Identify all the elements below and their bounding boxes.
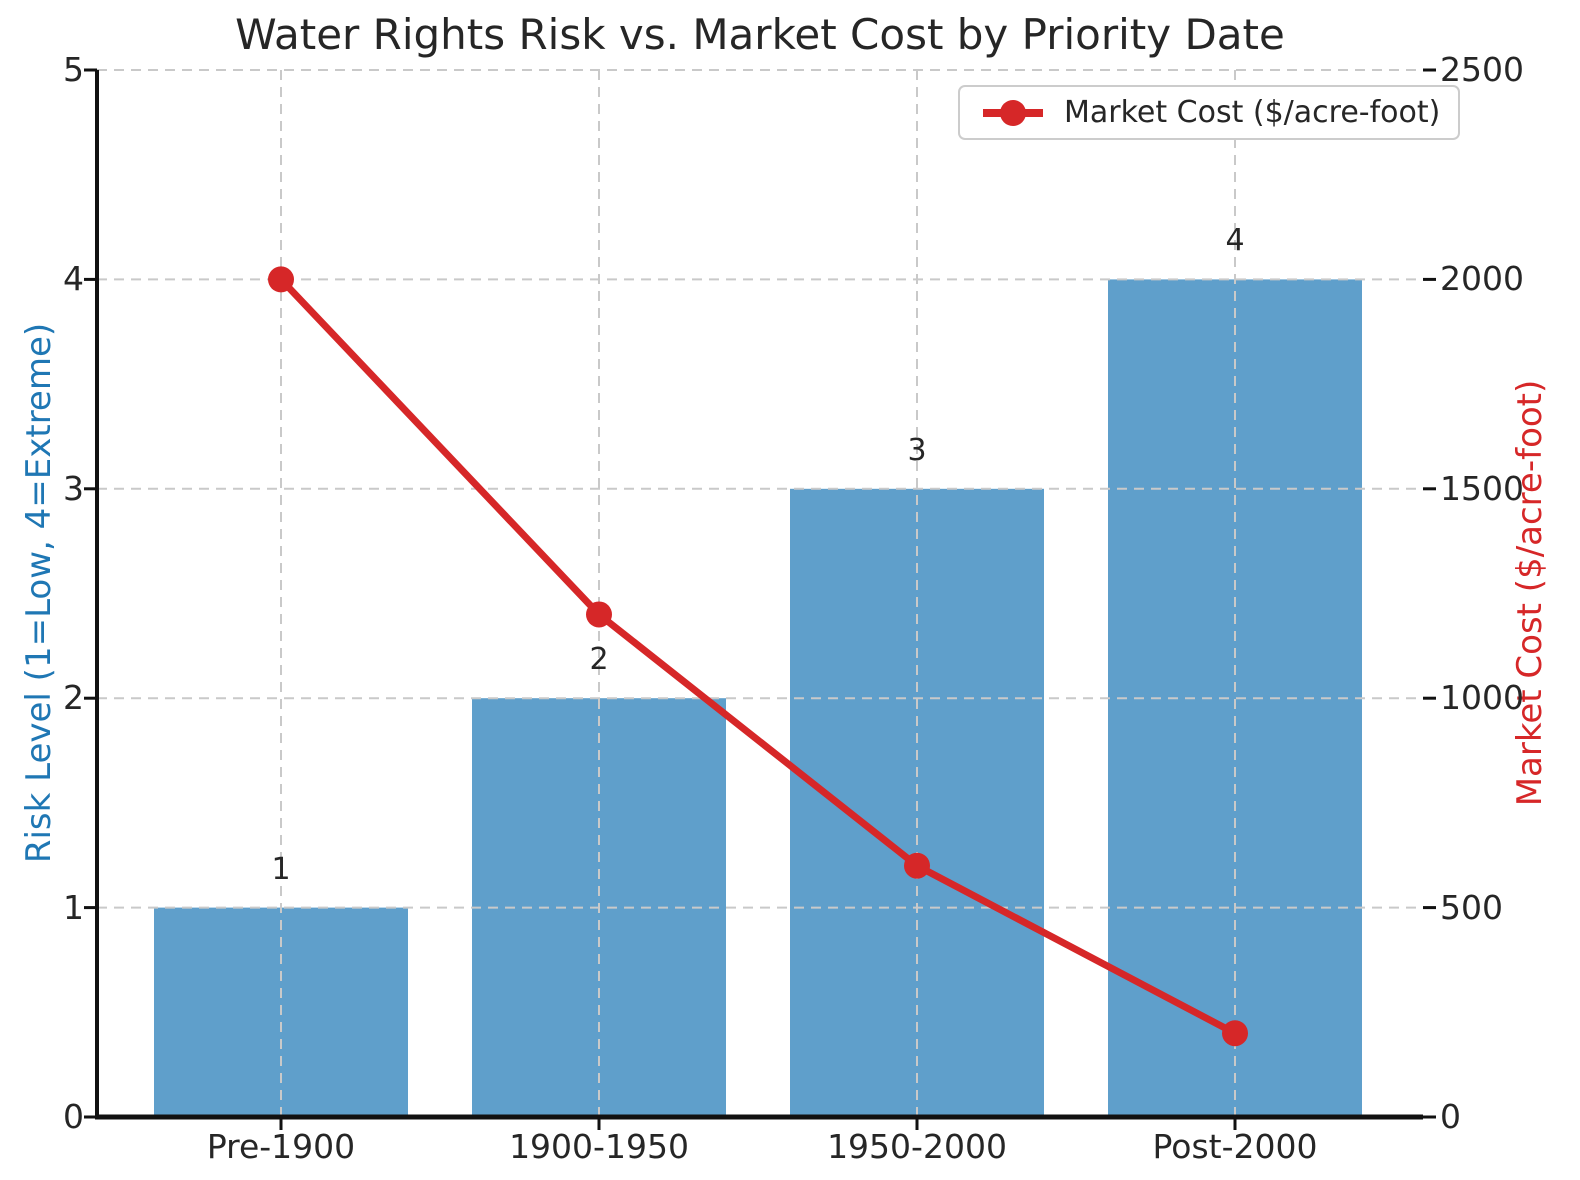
right-axis-tick-label: 1500 xyxy=(1440,468,1524,508)
x-axis-tick-label: Pre-1900 xyxy=(206,1127,356,1166)
chart-title: Water Rights Risk vs. Market Cost by Pri… xyxy=(235,10,1285,59)
bar-value-label: 2 xyxy=(589,642,609,678)
legend-line-marker-icon xyxy=(983,99,1043,126)
legend-circle-marker-icon xyxy=(1000,99,1026,126)
right-axis-tick-label: 2500 xyxy=(1440,50,1524,89)
right-axis-tick-label: 500 xyxy=(1440,887,1503,927)
market-cost-point xyxy=(1222,1020,1248,1047)
market-cost-point xyxy=(586,601,612,628)
x-axis-tick-label: 1950-2000 xyxy=(827,1127,1007,1166)
bar-value-label: 4 xyxy=(1225,223,1245,259)
bar-value-label: 3 xyxy=(907,432,927,468)
bar-value-label: 1 xyxy=(271,851,291,887)
left-axis-tick-label: 5 xyxy=(63,50,84,89)
market-cost-point xyxy=(904,852,930,879)
right-axis-tick-label: 0 xyxy=(1440,1097,1461,1136)
left-axis-tick-label: 2 xyxy=(63,678,84,718)
legend: Market Cost ($/acre-foot) xyxy=(958,85,1461,140)
left-axis-tick-label: 4 xyxy=(63,259,84,299)
x-axis-tick-label: Post-2000 xyxy=(1152,1127,1318,1166)
right-axis-tick-label: 2000 xyxy=(1440,259,1524,299)
left-axis-tick-label: 1 xyxy=(63,887,84,927)
x-axis-tick-label: 1900-1950 xyxy=(509,1127,689,1166)
legend-label: Market Cost ($/acre-foot) xyxy=(1064,95,1441,130)
left-axis-tick-label: 3 xyxy=(63,468,84,508)
right-axis-tick-label: 1000 xyxy=(1440,678,1524,718)
market-cost-line xyxy=(277,275,1239,1037)
left-axis-tick-label: 0 xyxy=(63,1097,84,1136)
market-cost-point xyxy=(268,266,294,293)
